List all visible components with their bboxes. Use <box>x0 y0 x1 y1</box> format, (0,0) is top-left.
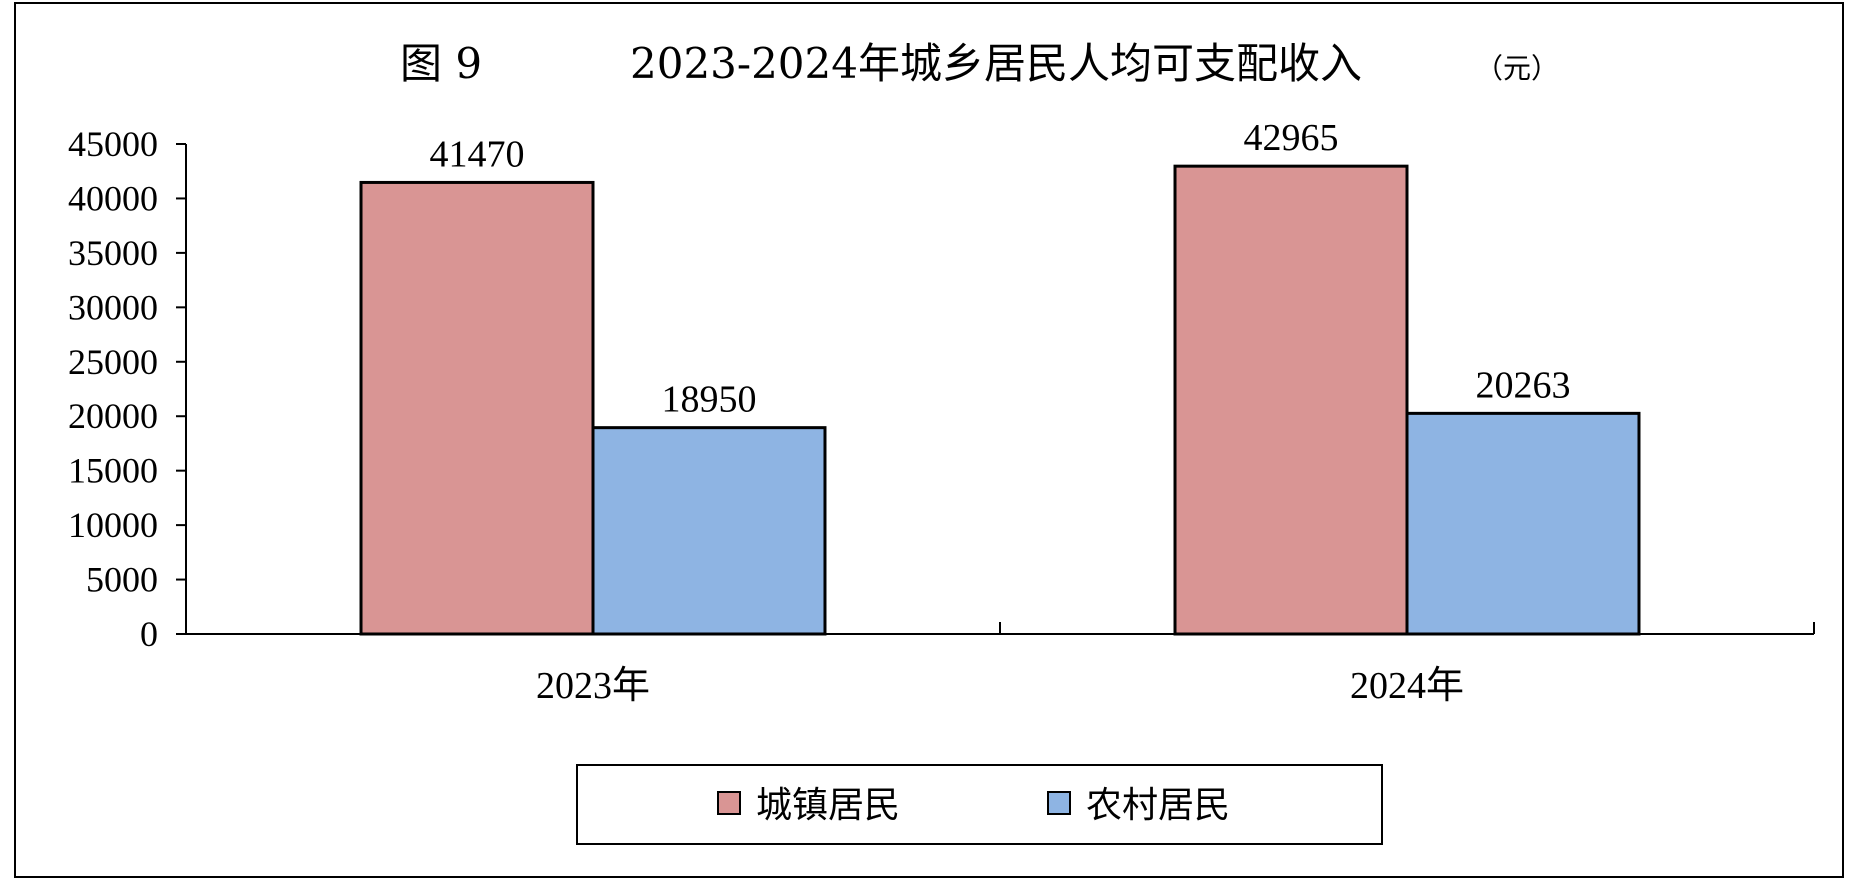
chart-title-text: 2023-2024年城乡居民人均可支配收入 <box>630 39 1362 88</box>
y-tick-label: 0 <box>140 614 158 654</box>
y-tick-label: 40000 <box>68 178 158 218</box>
chart-title: 图 9 2023-2024年城乡居民人均可支配收入 （元） <box>400 39 1559 88</box>
unit-label: （元） <box>1475 52 1559 85</box>
bar <box>359 180 595 636</box>
y-tick-label: 20000 <box>68 396 158 436</box>
y-tick-label: 35000 <box>68 233 158 273</box>
data-label: 42965 <box>1244 117 1339 159</box>
bar <box>591 426 827 636</box>
legend-label-rural: 农村居民 <box>1086 785 1230 826</box>
y-tick-label: 15000 <box>68 451 158 491</box>
bars <box>359 164 1641 636</box>
y-tick-label: 45000 <box>68 124 158 164</box>
bar <box>1405 411 1641 636</box>
x-category-label: 2024年 <box>1350 665 1464 707</box>
legend-swatch-rural <box>1047 791 1071 815</box>
x-category-label: 2023年 <box>536 665 650 707</box>
legend-label-urban: 城镇居民 <box>756 785 900 826</box>
figure-label: 图 9 <box>400 39 482 88</box>
y-axis: 0 5000 10000 15000 20000 25000 30000 35000 40000… <box>68 124 187 654</box>
data-label: 41470 <box>430 133 525 175</box>
legend-box <box>576 764 1383 845</box>
y-tick-label: 25000 <box>68 342 158 382</box>
y-tick-label: 30000 <box>68 287 158 327</box>
legend: 城镇居民 农村居民 <box>576 764 1383 845</box>
y-tick-label: 5000 <box>86 560 158 600</box>
data-label: 20263 <box>1475 364 1570 406</box>
bar <box>1173 164 1409 636</box>
legend-swatch-urban <box>717 791 741 815</box>
data-labels: 41470 18950 42965 20263 <box>430 117 1571 420</box>
data-label: 18950 <box>661 379 756 421</box>
y-tick-label: 10000 <box>68 505 158 545</box>
